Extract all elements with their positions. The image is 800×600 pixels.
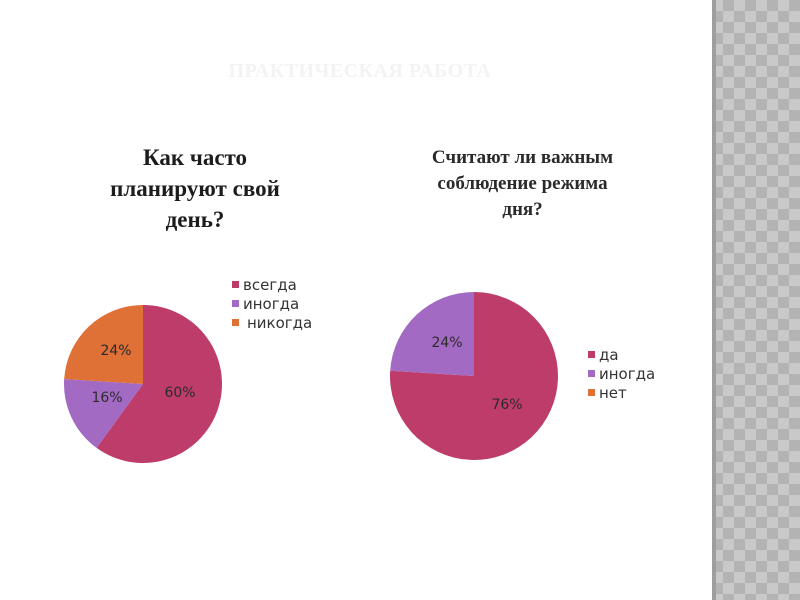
legend-label: всегда [243, 275, 297, 294]
legend-label: да [599, 345, 619, 364]
legend-item: никогда [232, 313, 312, 332]
slice-data-label: 24% [431, 335, 462, 351]
chart-title-regime: Считают ли важным соблюдение режима дня? [431, 147, 614, 220]
legend-label: иногда [599, 364, 656, 383]
legend-item: иногда [232, 294, 312, 313]
legend-planning: всегда иногда никогда [232, 275, 312, 332]
pie-charts: 60% 16% 24% 76% 24% [64, 292, 558, 463]
slice-never [64, 305, 143, 384]
legend-swatch [232, 300, 239, 307]
slice-data-label: 60% [164, 385, 195, 401]
slide-title: ПРАКТИЧЕСКАЯ РАБОТА [228, 60, 492, 82]
legend-swatch [588, 370, 595, 377]
legend-swatch [232, 319, 239, 326]
legend-swatch [588, 351, 595, 358]
legend-item: нет [588, 383, 655, 402]
legend-swatch [588, 389, 595, 396]
legend-label: никогда [247, 313, 313, 332]
legend-item: всегда [232, 275, 312, 294]
pie-chart-regime: 76% 24% [389, 292, 558, 460]
legend-item: иногда [588, 364, 655, 383]
slice-sometimes [64, 379, 143, 448]
legend-label: иногда [243, 294, 300, 313]
legend-label: нет [599, 383, 627, 402]
legend-item: да [588, 345, 655, 364]
pie-chart-planning: 60% 16% 24% [64, 305, 222, 463]
slice-data-label: 76% [491, 397, 522, 413]
legend-swatch [232, 281, 239, 288]
legend-regime: да иногда нет [588, 345, 655, 402]
chart-title-planning: Как часто планируют свой день? [110, 145, 280, 232]
slice-always [96, 305, 222, 463]
slice-data-label: 16% [91, 390, 122, 406]
slice-data-label: 24% [100, 343, 131, 359]
decorative-side-strip [712, 0, 800, 600]
slice-sometimes [390, 292, 474, 376]
